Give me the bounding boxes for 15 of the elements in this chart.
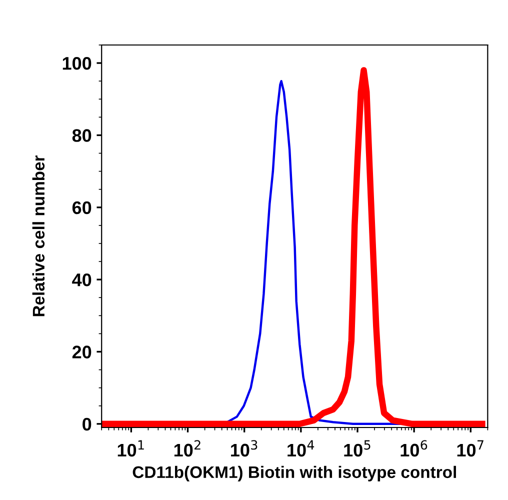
x-tick-label: 10$^{3}$ xyxy=(231,440,258,457)
y-tick-label: 0 xyxy=(82,418,92,431)
x-tick-label: 10$^{5}$ xyxy=(344,440,370,457)
y-axis-title: Relative cell number xyxy=(32,155,45,316)
y-tick-label: 40 xyxy=(72,273,92,286)
y-tick-label: 100 xyxy=(62,56,92,70)
y-tick-label: 60 xyxy=(72,201,92,214)
x-tick-label: 10$^{2}$ xyxy=(174,440,200,457)
y-tick-label: 20 xyxy=(72,346,92,358)
x-axis-title: CD11b(OKM1) Biotin with isotype control xyxy=(132,466,456,482)
x-tick-label: 10$^{1}$ xyxy=(118,440,144,457)
x-tick-label: 10$^{6}$ xyxy=(400,440,428,457)
y-tick-label: 80 xyxy=(72,129,92,142)
x-tick-label: 10$^{4}$ xyxy=(288,440,314,457)
x-tick-label: 10$^{7}$ xyxy=(457,440,484,457)
